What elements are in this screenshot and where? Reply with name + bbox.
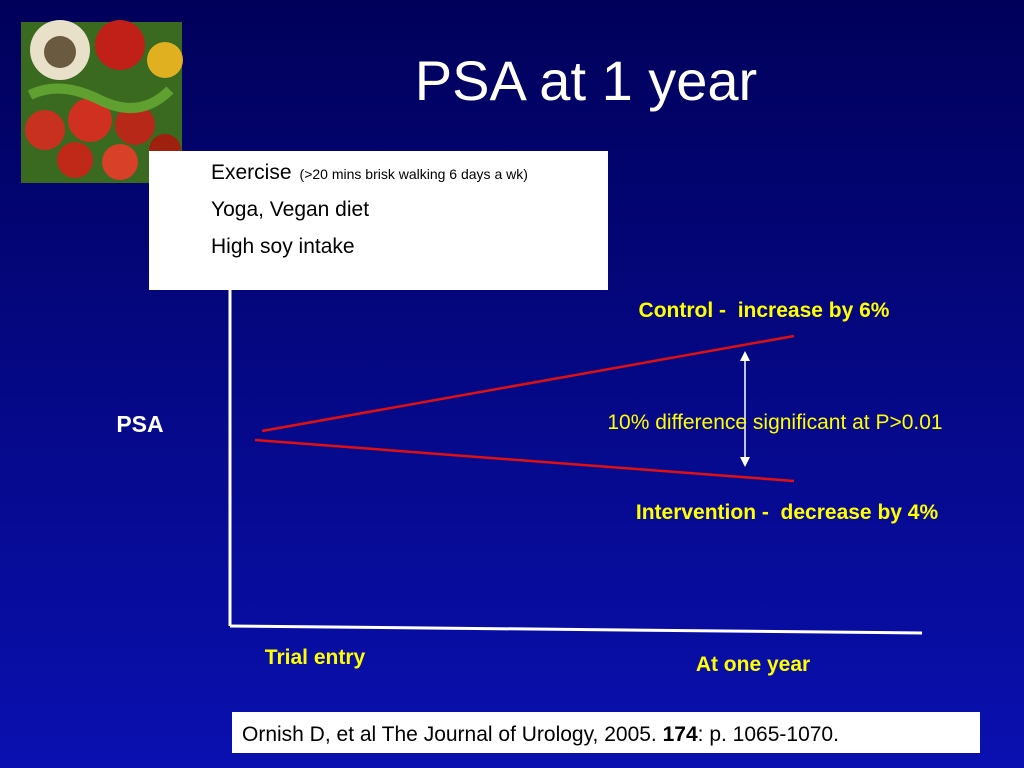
item-text: Exercise: [211, 161, 292, 184]
diagram: PSA Control - increase by 6% 10% differe…: [116, 270, 943, 676]
x-end-label: At one year: [696, 653, 810, 676]
citation: Ornish D, et al The Journal of Urology, …: [232, 712, 980, 753]
item: Exercise (>20 mins brisk walking 6 days a…: [211, 161, 528, 184]
box: [149, 151, 608, 290]
citation-text: Ornish D, et al The Journal of Urology, …: [242, 723, 839, 746]
info-box: Exercise (>20 mins brisk walking 6 days a…: [149, 151, 608, 290]
difference-label: 10% difference significant at P>0.01: [607, 411, 942, 434]
item-note: (>20 mins brisk walking 6 days a wk): [300, 166, 528, 182]
item: High soy intake: [211, 235, 355, 258]
x-start-label: Trial entry: [265, 646, 366, 669]
citation-box: [232, 712, 980, 753]
citation-volume: 174: [663, 723, 698, 746]
photo: [21, 20, 183, 183]
intervention-label: Intervention - decrease by 4%: [636, 501, 939, 524]
control-label: Control - increase by 6%: [639, 299, 890, 322]
x-axis: [229, 624, 923, 635]
item: Yoga, Vegan diet: [211, 198, 369, 221]
title: PSA at 1 year: [415, 49, 757, 112]
citation-part: : p. 1065-1070.: [698, 723, 839, 746]
intervention-line: [254, 438, 795, 483]
citation-part: Ornish D, et al The Journal of Urology, …: [242, 723, 663, 746]
y-label: PSA: [116, 411, 163, 437]
control-line: [261, 334, 795, 433]
